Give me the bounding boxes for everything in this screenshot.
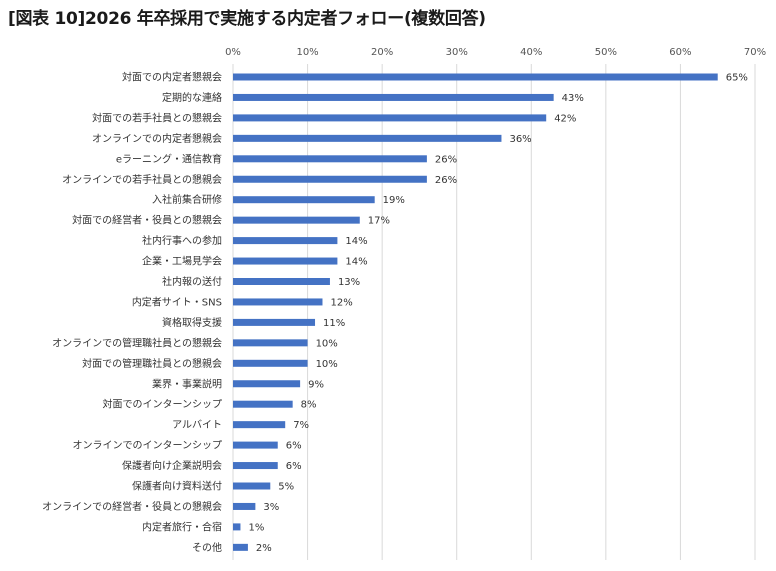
bar bbox=[233, 421, 286, 429]
bar bbox=[233, 462, 278, 470]
category-label: オンラインでの管理職社員との懇親会 bbox=[52, 336, 222, 349]
bar bbox=[233, 543, 248, 551]
x-tick-label: 30% bbox=[446, 47, 468, 58]
data-label: 6% bbox=[286, 461, 302, 472]
bar bbox=[233, 359, 308, 367]
bar bbox=[233, 175, 427, 183]
category-label: 対面での経営者・役員との懇親会 bbox=[72, 214, 222, 227]
data-label: 2% bbox=[256, 543, 272, 554]
data-label: 1% bbox=[248, 522, 264, 533]
data-label: 42% bbox=[554, 113, 576, 124]
x-tick-label: 0% bbox=[225, 47, 241, 58]
data-label: 8% bbox=[301, 400, 317, 411]
data-label: 10% bbox=[316, 338, 338, 349]
bar bbox=[233, 134, 502, 142]
data-labels: 65%43%42%36%26%26%19%17%14%14%13%12%11%1… bbox=[248, 73, 747, 554]
category-label: 対面での若手社員との懇親会 bbox=[92, 111, 222, 124]
category-labels: 対面での内定者懇親会定期的な連絡対面での若手社員との懇親会オンラインでの内定者懇… bbox=[42, 71, 222, 554]
x-tick-label: 50% bbox=[595, 47, 617, 58]
category-label: オンラインでの若手社員との懇親会 bbox=[62, 173, 222, 186]
bar bbox=[233, 114, 547, 122]
bar bbox=[233, 339, 308, 347]
bar bbox=[233, 502, 256, 510]
data-label: 26% bbox=[435, 154, 457, 165]
category-label: 企業・工場見学会 bbox=[142, 255, 222, 268]
data-label: 3% bbox=[263, 502, 279, 513]
data-label: 26% bbox=[435, 175, 457, 186]
data-label: 14% bbox=[345, 236, 367, 247]
bar bbox=[233, 380, 301, 388]
bar bbox=[233, 155, 427, 163]
data-label: 12% bbox=[330, 297, 352, 308]
bar bbox=[233, 523, 241, 531]
x-tick-label: 60% bbox=[669, 47, 691, 58]
data-label: 6% bbox=[286, 441, 302, 452]
data-label: 13% bbox=[338, 277, 360, 288]
data-label: 5% bbox=[278, 482, 294, 493]
bar bbox=[233, 318, 316, 326]
category-label: 対面でのインターンシップ bbox=[103, 398, 223, 411]
chart-title: [図表 10]2026 年卒採用で実施する内定者フォロー(複数回答) bbox=[8, 9, 486, 29]
x-tick-label: 20% bbox=[371, 47, 393, 58]
data-label: 19% bbox=[383, 195, 405, 206]
bar bbox=[233, 257, 338, 265]
category-label: 社内行事への参加 bbox=[142, 234, 222, 247]
bar bbox=[233, 482, 271, 490]
category-label: 内定者サイト・SNS bbox=[132, 295, 222, 308]
bar bbox=[233, 73, 718, 81]
bar bbox=[233, 278, 330, 285]
x-tick-label: 40% bbox=[520, 47, 542, 58]
category-label: 内定者旅行・合宿 bbox=[142, 520, 222, 533]
data-label: 9% bbox=[308, 379, 324, 390]
x-tick-label: 10% bbox=[296, 47, 318, 58]
category-label: 保護者向け企業説明会 bbox=[122, 459, 222, 472]
category-label: 業界・事業説明 bbox=[152, 377, 222, 390]
data-label: 11% bbox=[323, 318, 345, 329]
bar bbox=[233, 400, 293, 408]
gridlines bbox=[232, 64, 756, 560]
category-label: 対面での内定者懇親会 bbox=[122, 71, 222, 84]
bar bbox=[233, 441, 278, 449]
bar bbox=[233, 237, 338, 245]
data-label: 43% bbox=[562, 93, 584, 104]
category-label: オンラインでの内定者懇親会 bbox=[92, 132, 222, 145]
x-tick-label: 70% bbox=[744, 47, 766, 58]
category-label: 入社前集合研修 bbox=[152, 193, 222, 206]
data-label: 17% bbox=[368, 216, 390, 227]
data-label: 14% bbox=[345, 257, 367, 268]
category-label: アルバイト bbox=[172, 419, 222, 431]
category-label: 資格取得支援 bbox=[162, 316, 222, 329]
bar bbox=[233, 216, 360, 224]
data-label: 7% bbox=[293, 420, 309, 431]
category-label: オンラインでの経営者・役員との懇親会 bbox=[42, 500, 222, 513]
bar bbox=[233, 93, 554, 101]
data-label: 10% bbox=[316, 359, 338, 370]
category-label: 保護者向け資料送付 bbox=[132, 480, 222, 493]
category-label: 対面での管理職社員との懇親会 bbox=[82, 357, 222, 370]
category-label: eラーニング・通信教育 bbox=[116, 152, 222, 165]
category-label: 定期的な連絡 bbox=[162, 91, 222, 104]
data-label: 65% bbox=[726, 73, 748, 84]
bars bbox=[233, 73, 718, 551]
x-axis-ticks: 0% 10% 20% 30% 40% 50% 60% 70% bbox=[225, 47, 766, 58]
category-label: その他 bbox=[192, 541, 222, 554]
data-label: 36% bbox=[509, 134, 531, 145]
category-label: オンラインでのインターンシップ bbox=[73, 440, 223, 452]
bar bbox=[233, 196, 375, 204]
bar bbox=[233, 298, 323, 306]
category-label: 社内報の送付 bbox=[162, 275, 222, 288]
